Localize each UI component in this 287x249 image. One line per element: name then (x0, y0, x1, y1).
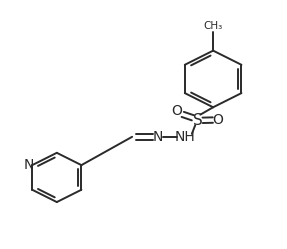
Text: O: O (213, 113, 223, 127)
Text: O: O (172, 104, 183, 119)
Text: N: N (24, 158, 34, 172)
Text: N: N (152, 130, 163, 144)
Text: S: S (193, 113, 202, 128)
Text: NH: NH (174, 130, 195, 144)
Text: CH₃: CH₃ (203, 21, 223, 31)
